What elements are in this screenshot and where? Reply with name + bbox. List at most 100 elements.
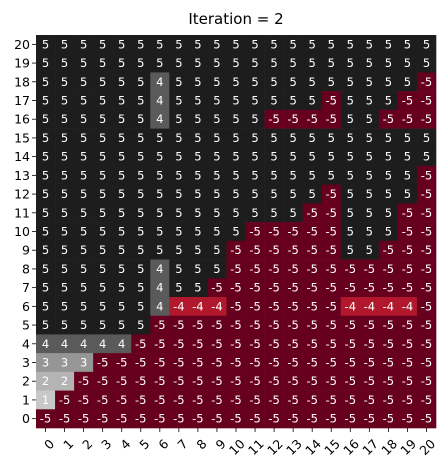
heatmap-cell xyxy=(416,53,437,73)
heatmap-cell xyxy=(340,91,361,111)
cell-value-label: 5 xyxy=(80,131,87,145)
cell-value-label: -5 xyxy=(97,356,108,370)
heatmap-cell xyxy=(169,35,189,55)
cell-value-label: 5 xyxy=(289,150,296,164)
heatmap-cell xyxy=(302,334,323,354)
heatmap-cell xyxy=(207,278,227,298)
heatmap-cell xyxy=(226,147,246,167)
cell-value-label: 5 xyxy=(61,187,68,201)
heatmap-cell xyxy=(74,109,94,129)
heatmap-cell xyxy=(93,353,113,373)
heatmap-cell xyxy=(188,109,208,129)
cell-value-label: 5 xyxy=(137,318,144,332)
heatmap-cell xyxy=(112,278,132,298)
cell-value-label: -5 xyxy=(78,412,89,426)
cell-value-label: 5 xyxy=(61,112,68,126)
heatmap-cell xyxy=(302,128,323,148)
cell-value-label: 5 xyxy=(80,281,87,295)
heatmap-cell xyxy=(245,409,265,429)
cell-value-label: -5 xyxy=(287,393,298,407)
cell-value-label: 5 xyxy=(270,206,277,220)
cell-value-label: 5 xyxy=(99,131,106,145)
heatmap-cell xyxy=(283,278,303,298)
cell-value-label: -5 xyxy=(421,75,432,89)
x-tick-label: 4 xyxy=(117,436,133,452)
cell-value-label: -5 xyxy=(268,281,279,295)
heatmap-cell xyxy=(207,409,227,429)
heatmap-cell xyxy=(359,334,380,354)
heatmap-cell xyxy=(74,128,94,148)
heatmap-cell xyxy=(207,109,227,129)
cell-value-label: -5 xyxy=(421,393,432,407)
heatmap-cell xyxy=(245,297,265,317)
cell-value-label: -5 xyxy=(249,356,260,370)
cell-value-label: -5 xyxy=(211,393,222,407)
heatmap-cell xyxy=(416,72,437,92)
cell-value-label: 5 xyxy=(80,168,87,182)
cell-value-label: -5 xyxy=(230,374,241,388)
heatmap-cell xyxy=(74,371,94,391)
heatmap-cell xyxy=(131,128,151,148)
cell-value-label: -5 xyxy=(421,337,432,351)
cell-value-label: -5 xyxy=(383,393,394,407)
cell-value-label: 5 xyxy=(118,112,125,126)
cell-value-label: -5 xyxy=(345,262,356,276)
cell-value-label: 5 xyxy=(156,56,163,70)
cell-value-label: 5 xyxy=(232,75,239,89)
heatmap-cell xyxy=(36,297,56,317)
heatmap-cell xyxy=(112,334,132,354)
cell-value-label: 5 xyxy=(385,131,392,145)
cell-value-label: 5 xyxy=(61,262,68,276)
cell-value-label: 5 xyxy=(366,75,373,89)
heatmap-cell xyxy=(264,203,284,223)
heatmap-cell xyxy=(245,109,265,129)
x-tick-label: 1 xyxy=(60,436,76,452)
heatmap-cell xyxy=(264,315,284,335)
cell-value-label: -4 xyxy=(211,299,222,313)
heatmap-cell xyxy=(302,109,323,129)
cell-value-label: -5 xyxy=(230,356,241,370)
heatmap-cell xyxy=(397,278,418,298)
heatmap-cell xyxy=(188,72,208,92)
cell-value-label: 5 xyxy=(270,37,277,51)
cell-value-label: -5 xyxy=(306,412,317,426)
heatmap-cell xyxy=(264,222,284,242)
heatmap-cell xyxy=(169,166,189,186)
cell-value-label: 5 xyxy=(289,94,296,108)
cell-value-label: -5 xyxy=(326,299,337,313)
cell-value-label: 3 xyxy=(61,356,68,370)
heatmap-cell xyxy=(340,353,361,373)
heatmap-cell xyxy=(321,371,342,391)
heatmap-cell xyxy=(112,109,132,129)
heatmap-cell xyxy=(112,315,132,335)
cell-value-label: 5 xyxy=(61,37,68,51)
cell-value-label: 5 xyxy=(366,168,373,182)
heatmap-cell xyxy=(131,222,151,242)
heatmap-cell xyxy=(131,371,151,391)
cell-value-label: -4 xyxy=(383,299,394,313)
cell-value-label: 3 xyxy=(80,356,87,370)
heatmap-cell xyxy=(131,109,151,129)
cell-value-label: 5 xyxy=(175,206,182,220)
cell-value-label: 5 xyxy=(213,75,220,89)
cell-value-label: 5 xyxy=(251,75,258,89)
heatmap-cell xyxy=(112,128,132,148)
heatmap-cell xyxy=(112,203,132,223)
cell-value-label: 5 xyxy=(385,75,392,89)
heatmap-cell xyxy=(340,35,361,55)
cell-value-label: -5 xyxy=(345,374,356,388)
heatmap-cell xyxy=(264,371,284,391)
cell-value-label: 5 xyxy=(366,243,373,257)
cell-value-label: 5 xyxy=(61,131,68,145)
heatmap-cell xyxy=(169,353,189,373)
cell-value-label: 5 xyxy=(366,94,373,108)
heatmap-cell xyxy=(283,297,303,317)
heatmap-cell xyxy=(302,259,323,279)
cell-value-label: 5 xyxy=(42,206,49,220)
heatmap-cell xyxy=(302,222,323,242)
heatmap-cell xyxy=(397,109,418,129)
cell-value-label: -5 xyxy=(268,299,279,313)
heatmap-cell xyxy=(283,128,303,148)
cell-value-label: 5 xyxy=(80,150,87,164)
